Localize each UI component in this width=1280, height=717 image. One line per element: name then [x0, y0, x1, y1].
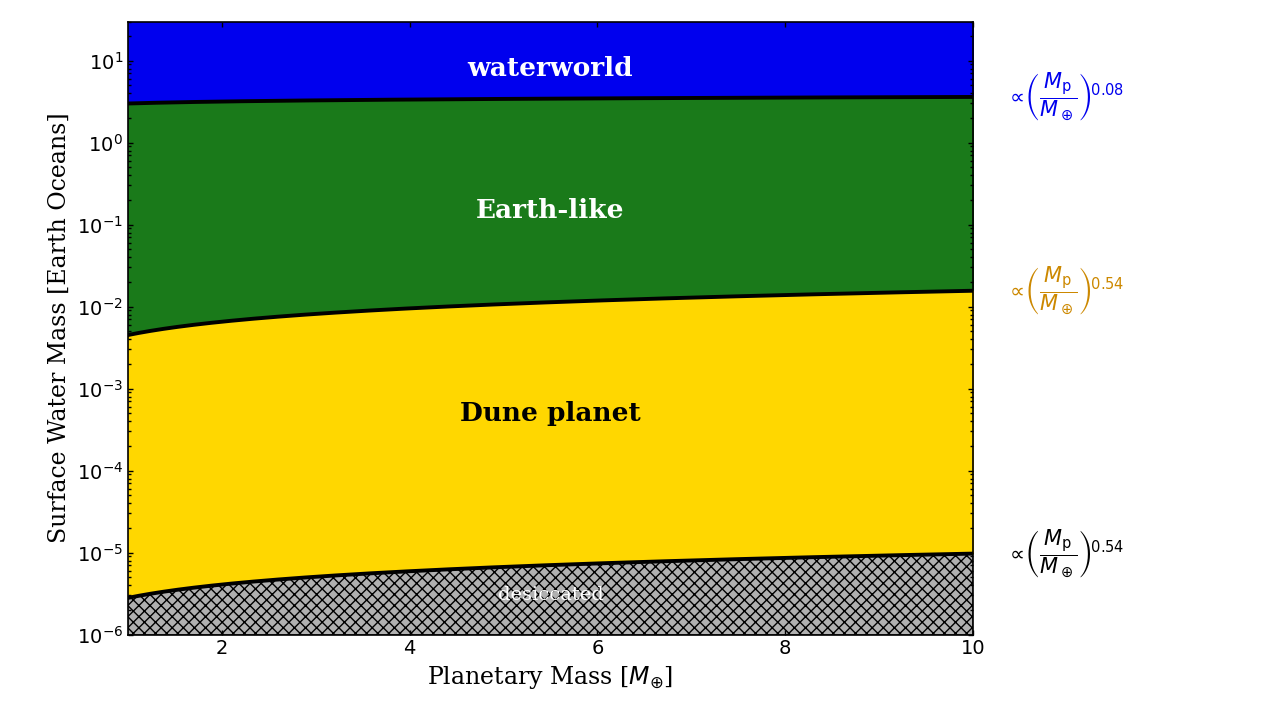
Text: $\propto\!\left(\dfrac{M_\mathrm{p}}{M_\oplus}\right)^{\!0.54}$: $\propto\!\left(\dfrac{M_\mathrm{p}}{M_\…	[1005, 528, 1124, 580]
Y-axis label: Surface Water Mass [Earth Oceans]: Surface Water Mass [Earth Oceans]	[49, 113, 72, 543]
Text: Dune planet: Dune planet	[460, 401, 641, 426]
Text: Earth-like: Earth-like	[476, 198, 625, 223]
Text: $\propto\!\left(\dfrac{M_\mathrm{p}}{M_\oplus}\right)^{\!0.54}$: $\propto\!\left(\dfrac{M_\mathrm{p}}{M_\…	[1005, 265, 1124, 317]
Text: $\propto\!\left(\dfrac{M_\mathrm{p}}{M_\oplus}\right)^{\!0.08}$: $\propto\!\left(\dfrac{M_\mathrm{p}}{M_\…	[1005, 71, 1124, 123]
Text: desiccated: desiccated	[498, 587, 603, 604]
X-axis label: Planetary Mass [$M_{\oplus}$]: Planetary Mass [$M_{\oplus}$]	[428, 664, 673, 691]
Text: waterworld: waterworld	[467, 56, 634, 81]
